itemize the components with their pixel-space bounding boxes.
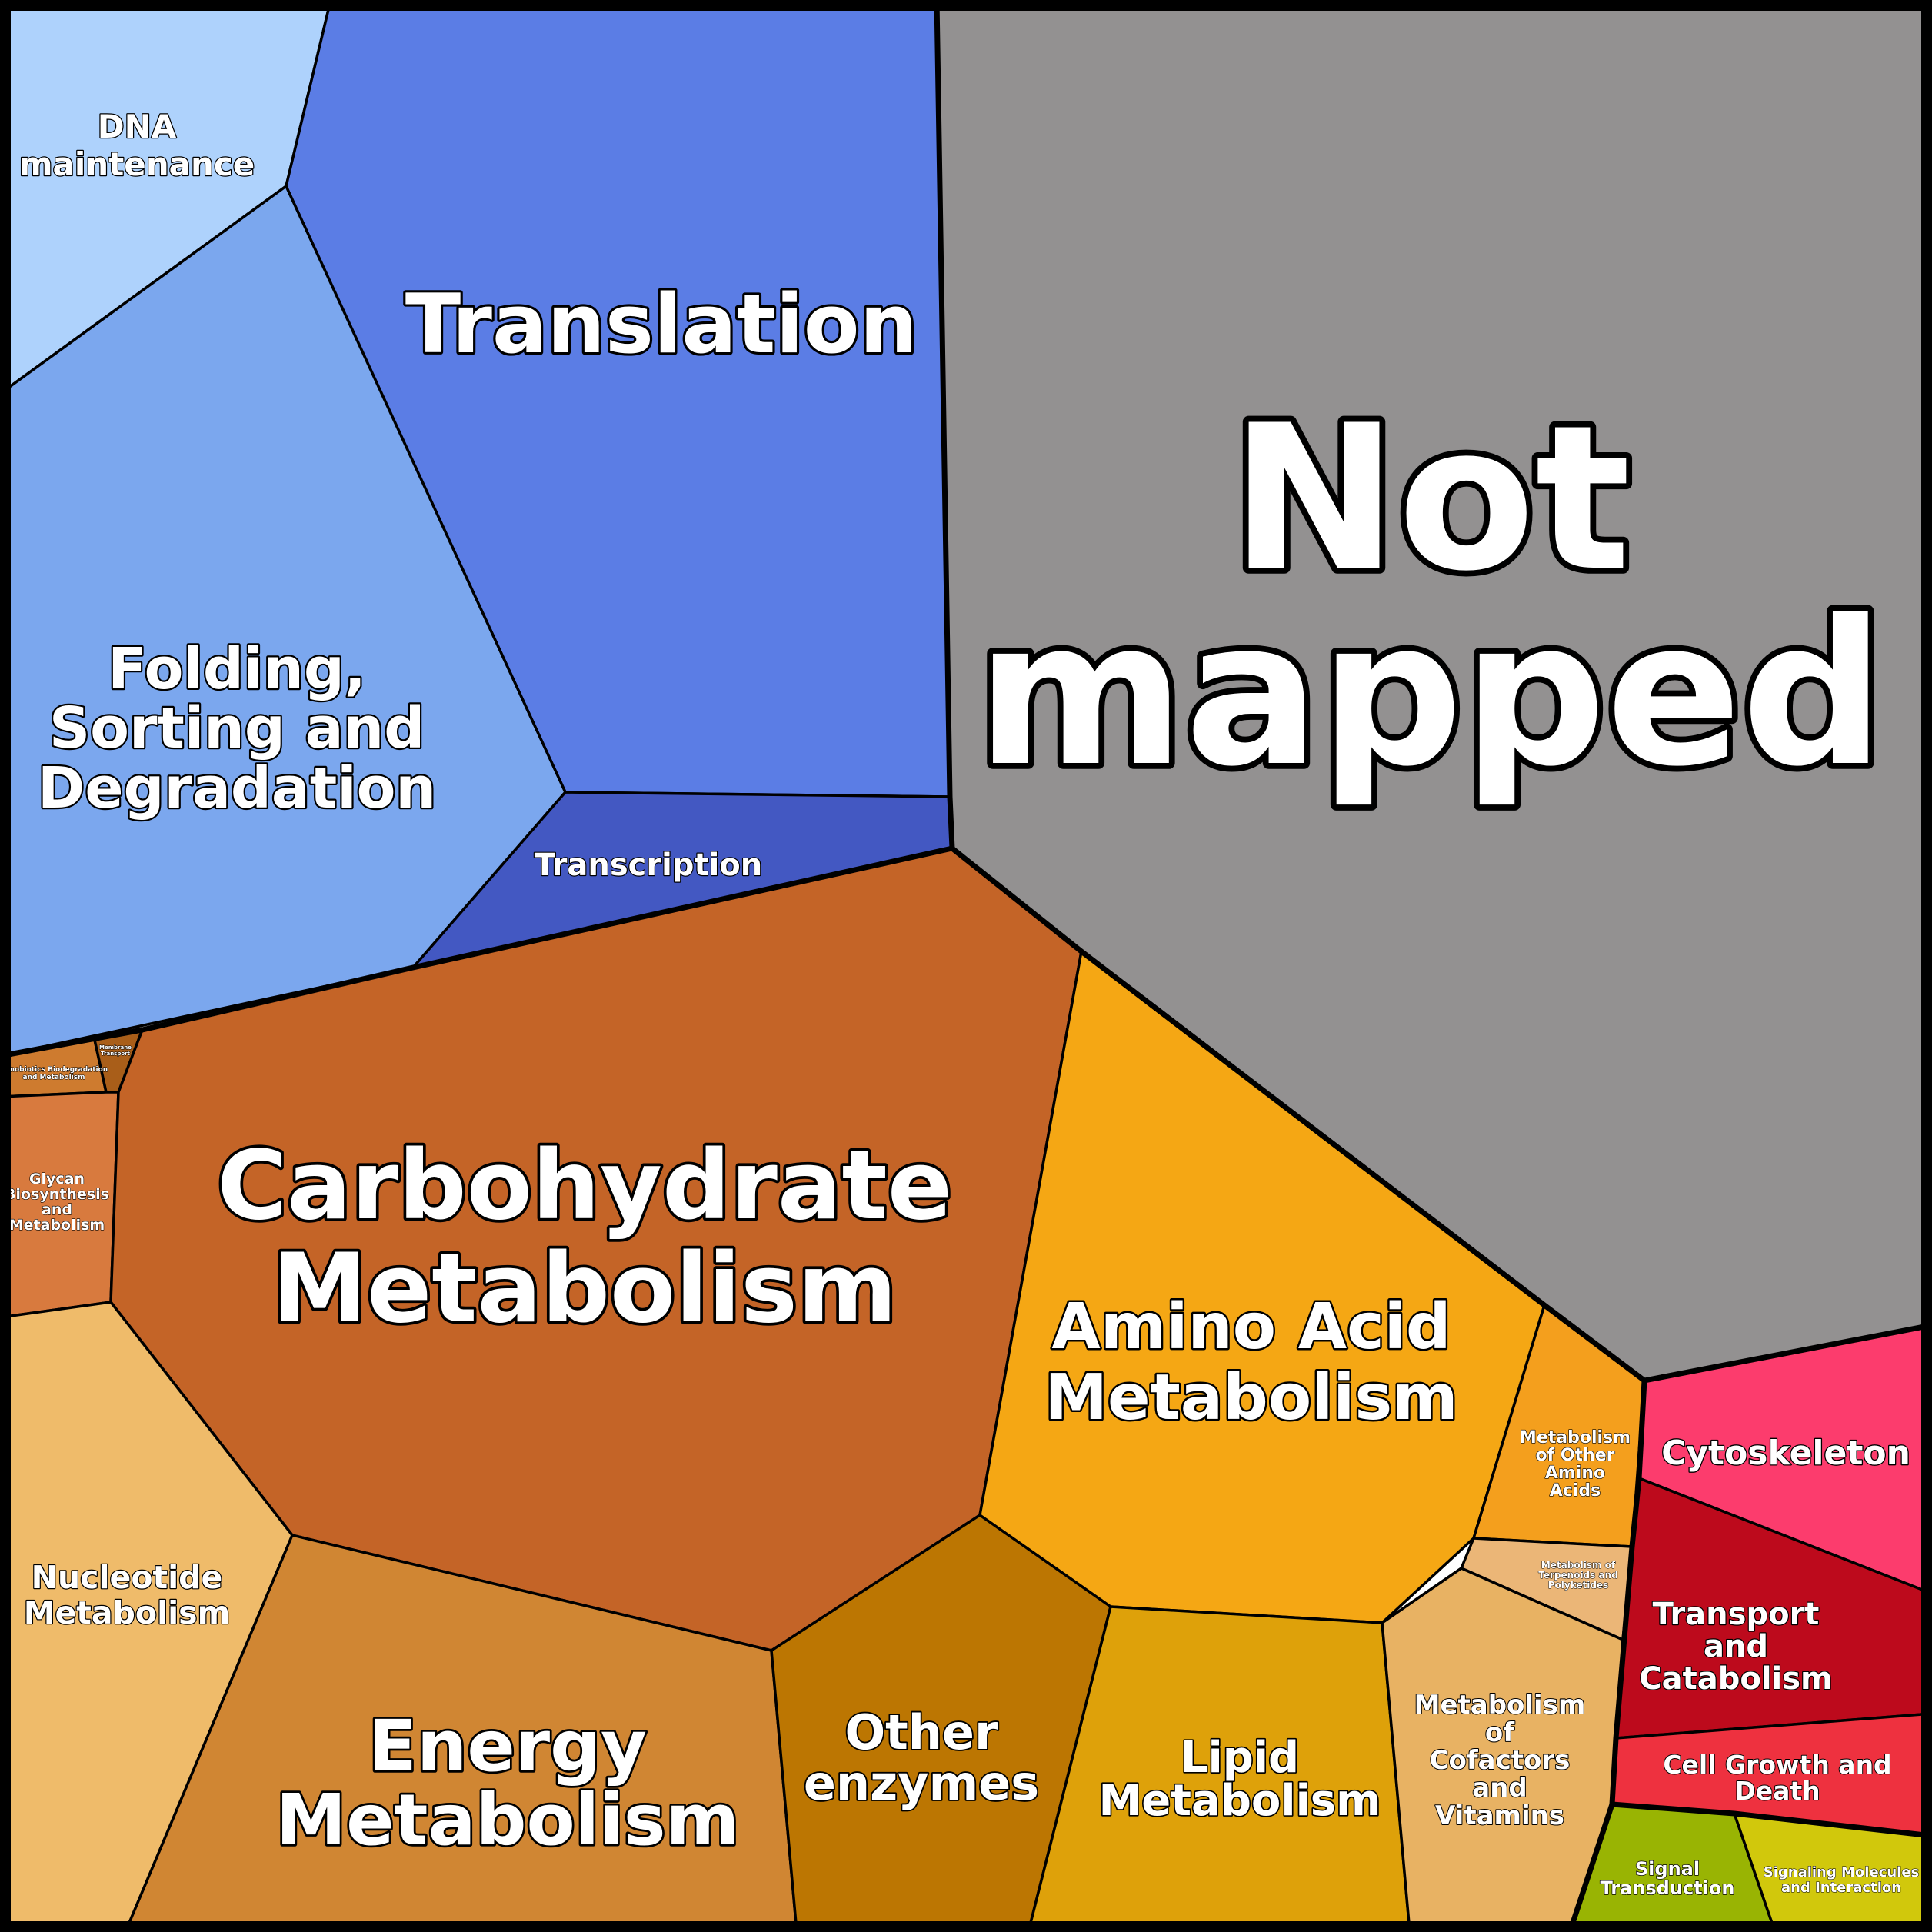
label-lipid: Lipid MetabolismLipid Metabolism <box>1099 1733 1381 1826</box>
label-nucleotide: Nucleotide MetabolismNucleotide Metabolis… <box>24 1559 231 1631</box>
label-folding: Folding, Sorting and DegradationFolding, S… <box>38 636 436 821</box>
label-cell-growth: Cell Growth and DeathCell Growth and Deat… <box>1663 1750 1891 1806</box>
label-glycan: Glycan Biosynthesis and MetabolismGlycan Bi… <box>5 1171 109 1234</box>
label-cofactors: Metabolism of Cofactors and VitaminsMetaboli… <box>1414 1690 1586 1831</box>
label-xenobiotics: Xenobiotics Biodegradation and Metabolism… <box>0 1066 108 1081</box>
label-cytoskeleton: CytoskeletonCytoskeleton <box>1661 1434 1910 1473</box>
label-terpenoids: Metabolism of Terpenoids and PolyketidesMe… <box>1538 1560 1617 1591</box>
label-signaling-molecules: Signaling Molecules and InteractionSignal… <box>1764 1864 1920 1896</box>
group-boundary-4 <box>1567 1377 1647 1932</box>
group-boundary-3 <box>949 845 1932 1384</box>
label-dna-maintenance: DNA maintenanceDNA maintenance <box>19 108 255 183</box>
label-translation: TranslationTranslation <box>405 277 918 371</box>
cell-energy <box>124 1534 798 1932</box>
label-transport-catabolism: Transport and CatabolismTransport and Cata… <box>1639 1597 1832 1697</box>
cell-lipid <box>1027 1605 1411 1932</box>
label-transcription: TranscriptionTranscription <box>535 848 762 883</box>
label-other-enzymes: Other enzymesOther enzymes <box>804 1704 1039 1811</box>
group-boundary-1 <box>934 0 955 851</box>
group-boundary-2 <box>0 845 955 1059</box>
label-membrane-transport: Membrane TransportMembrane Transport <box>99 1044 132 1057</box>
group-boundary-5 <box>1609 1801 1932 1839</box>
label-not-mapped: Not mappedNot mapped <box>976 383 1884 811</box>
